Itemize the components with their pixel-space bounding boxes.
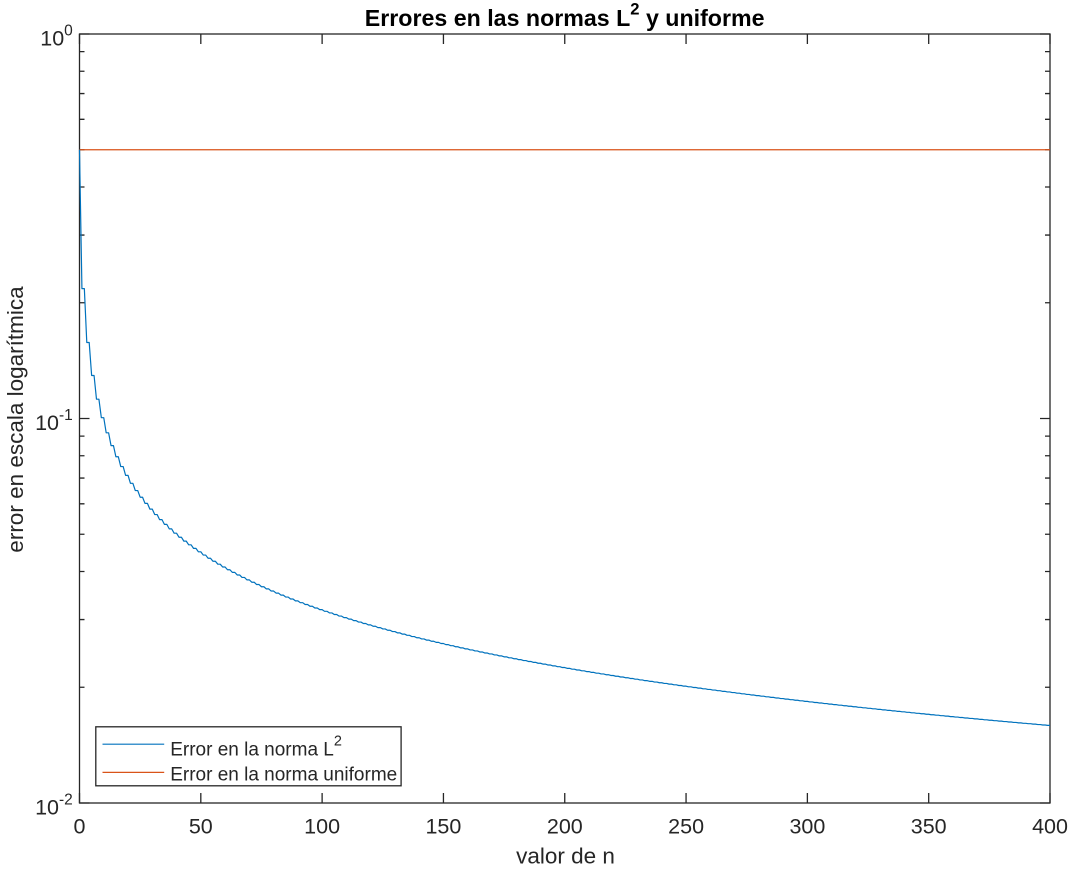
svg-text:250: 250	[668, 815, 704, 839]
svg-text:400: 400	[1032, 815, 1068, 839]
svg-text:50: 50	[189, 815, 213, 839]
svg-text:Error en la norma uniforme: Error en la norma uniforme	[170, 765, 397, 786]
svg-text:0: 0	[74, 815, 86, 839]
svg-text:valor de n: valor de n	[516, 843, 615, 867]
svg-text:150: 150	[425, 815, 461, 839]
svg-text:100: 100	[40, 22, 73, 50]
svg-text:300: 300	[789, 815, 825, 839]
svg-text:error en escala logarítmica: error en escala logarítmica	[3, 286, 28, 553]
svg-text:10-1: 10-1	[35, 407, 73, 435]
svg-text:Errores en las normas L2 y uni: Errores en las normas L2 y uniforme	[365, 0, 765, 31]
svg-text:100: 100	[304, 815, 340, 839]
svg-text:10-2: 10-2	[35, 791, 73, 819]
svg-text:350: 350	[911, 815, 947, 839]
svg-text:200: 200	[547, 815, 583, 839]
